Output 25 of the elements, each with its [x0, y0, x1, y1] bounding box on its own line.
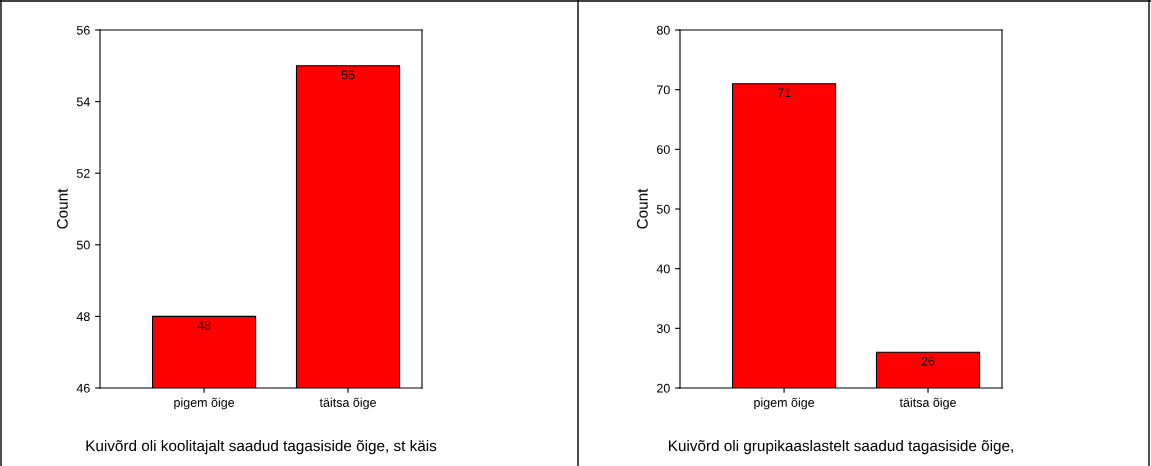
y-axis-title: Count [636, 188, 648, 229]
data-label: 48 [197, 321, 211, 330]
data-label: 26 [921, 356, 935, 366]
y-tick-label: 60 [657, 145, 670, 154]
y-tick-label: 46 [76, 383, 90, 393]
y-tick-label: 80 [656, 25, 670, 35]
x-tick-label: täitsa õige [319, 397, 376, 410]
y-tick-label: 20 [657, 383, 670, 393]
data-label: 71 [777, 88, 791, 98]
y-tick-label: 30 [656, 324, 670, 333]
data-label: 55 [341, 70, 355, 80]
y-axis-title: Count [56, 188, 68, 229]
x-tick-label: pigem õige [174, 397, 235, 410]
x-tick-label: pigem õige [754, 397, 815, 410]
y-tick-label: 56 [76, 25, 90, 35]
y-tick-label: 48 [76, 312, 90, 322]
x-tick-label: täitsa õige [899, 397, 956, 410]
y-tick-label: 50 [76, 240, 90, 250]
y-tick-label: 50 [656, 204, 670, 214]
y-tick-label: 54 [76, 97, 90, 107]
x-axis-title: Kuivõrd oli grupikaaslastelt saadud tagasiside õige, [669, 439, 1013, 455]
y-tick-label: 70 [657, 85, 670, 95]
x-axis-title: Kuivõrd oli koolitajalt saadud tagasiside õige, st käis [86, 439, 437, 455]
y-tick-label: 52 [76, 169, 90, 178]
y-tick-label: 40 [656, 264, 670, 274]
